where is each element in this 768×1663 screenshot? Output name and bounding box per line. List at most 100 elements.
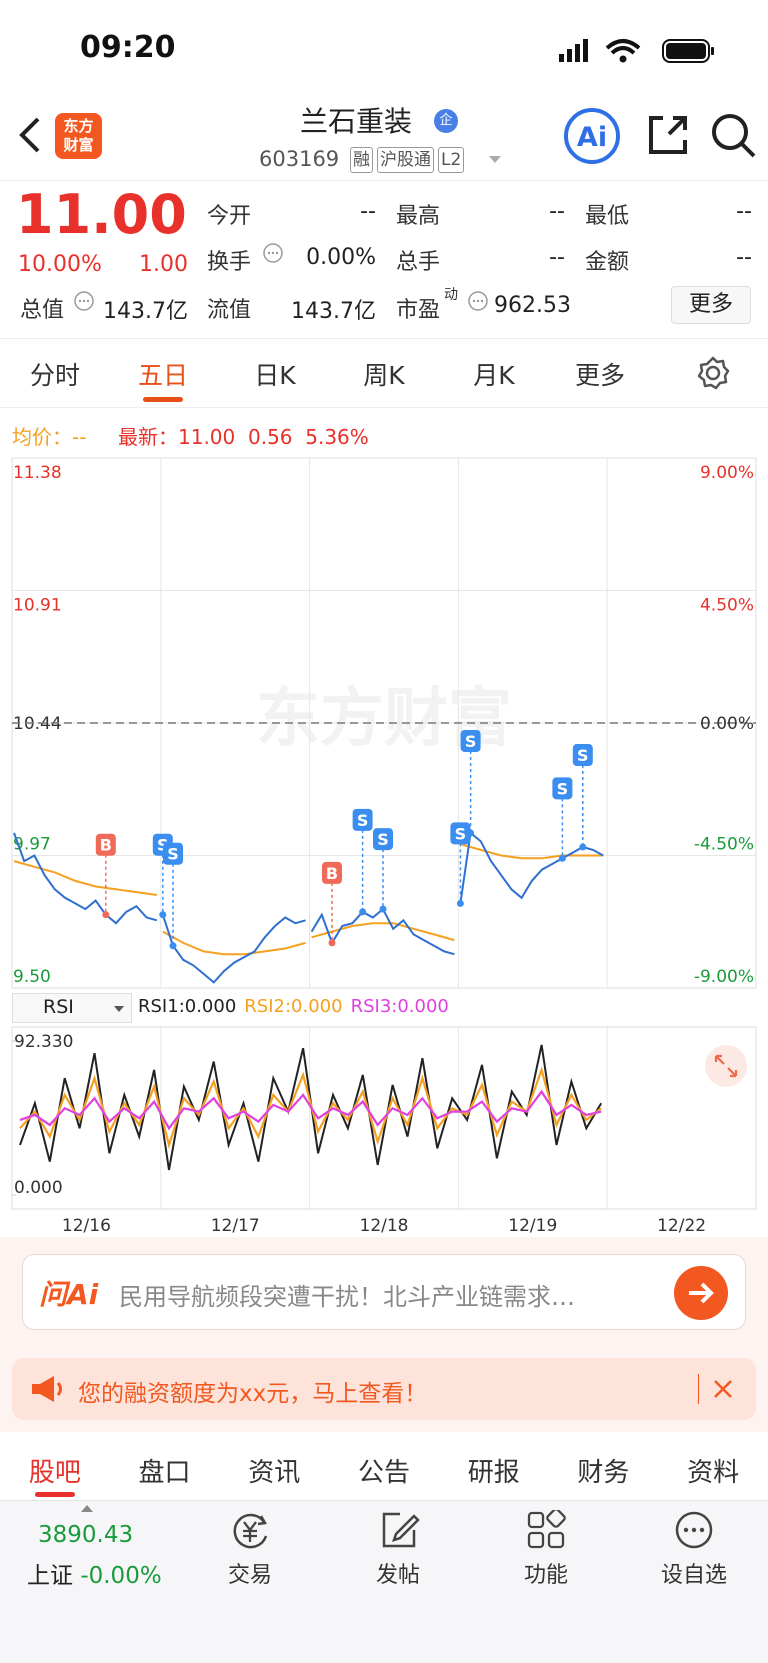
field-label: 金额 [585,250,630,275]
nav-item[interactable]: 发帖 [375,1563,420,1588]
logo-text: 东方 [63,117,94,135]
avg-line [13,860,157,896]
field-label: 今开 [207,204,252,229]
y-tick-label: 9.50 [13,967,51,987]
back-button[interactable] [14,115,48,155]
app-logo[interactable]: 东方 财富 [55,113,102,159]
trade-label: S [167,845,179,864]
banner-text: 您的融资额度为xx元，马上查看！ [78,1381,428,1407]
dropdown-icon [114,1006,124,1012]
legend-entry: RSI1:0.000 [138,996,237,1017]
field-label: 最高 [396,204,441,229]
rsi-line [19,1066,602,1149]
indicator-selector[interactable]: RSI [12,993,132,1023]
up-indicator [81,1505,93,1512]
field-value: 143.7亿 [103,299,188,324]
badge: 企 [434,109,458,133]
watchlist-icon [675,1511,713,1549]
rsi-frame [11,1026,757,1210]
search-button[interactable] [710,112,758,160]
trade-label: S [557,779,569,798]
content-tab[interactable]: 资料 [687,1458,740,1488]
trade-label: S [455,824,467,843]
stock-title: 兰石重装 [300,105,413,138]
period-tab[interactable]: 月K [473,361,515,390]
function-icon [527,1510,566,1549]
legend-value: 0.56 [247,425,293,449]
legend-value: 5.36% [305,425,369,449]
x-tick-label: 12/19 [508,1216,557,1236]
price-line [161,914,306,984]
dropdown-icon[interactable] [488,155,502,165]
x-tick-label: 12/17 [211,1216,260,1236]
ai-brand: 问Ai [39,1278,99,1311]
stock-code: 603169 [259,147,340,171]
period-tab[interactable]: 周K [363,361,405,390]
trade-point [467,829,475,837]
field-label: 流值 [207,298,252,323]
y2-tick-label: -4.50% [694,835,754,855]
share-button[interactable] [645,112,691,158]
legend-label: 最新： [118,425,178,449]
content-tab[interactable]: 股吧 [28,1458,81,1488]
trade-label: S [465,732,477,751]
ai-text: Ai [577,122,607,153]
ai-search-box[interactable]: 问Ai 民用导航频段突遭干扰！北斗产业链需求… [22,1254,746,1330]
selector-text: RSI [43,996,74,1018]
content-tab[interactable]: 资讯 [248,1458,301,1488]
settings-button[interactable] [695,355,731,391]
divider [0,180,768,181]
trade-badge [373,828,393,851]
ai-button[interactable]: Ai [562,106,622,166]
index-quote[interactable]: 上证 -0.00% [27,1556,162,1590]
index-value: 3890.43 [38,1522,134,1548]
period-tab[interactable]: 更多 [574,361,625,390]
content-tab[interactable]: 盘口 [138,1458,191,1488]
nav-item[interactable]: 设自选 [660,1563,727,1588]
trade-badge [352,808,373,831]
avg-line [162,930,306,956]
expand-button[interactable] [704,1044,748,1088]
tag: 沪股通 [377,147,434,173]
y2-tick-label: 4.50% [700,596,754,616]
field-sup: 动 [444,287,458,303]
trade-point [579,843,587,851]
rsi-legend: RSI1:0.000 RSI2:0.000 RSI3:0.000 [138,996,449,1017]
margin-banner[interactable]: 您的融资额度为xx元，马上查看！ [12,1358,756,1420]
ai-submit[interactable] [673,1265,729,1321]
field-label: 最低 [585,204,630,229]
period-tab[interactable]: 分时 [29,361,80,390]
trade-point [102,911,110,919]
trade-point [169,942,177,950]
divider [698,1374,699,1404]
trade-point [159,911,167,919]
x-tick-label: 12/22 [657,1216,706,1236]
y-tick-label: 10.91 [13,596,62,616]
content-tab[interactable]: 研报 [467,1458,520,1488]
content-tab[interactable]: 公告 [357,1458,410,1488]
megaphone-icon [32,1376,62,1402]
index-name: 上证 [27,1563,73,1589]
nav-item[interactable]: 功能 [523,1563,568,1588]
period-tab[interactable]: 日K [254,361,296,390]
trade-label: S [577,746,589,765]
logo-text: 财富 [63,136,94,154]
y-tick-label: 10.44 [13,714,62,734]
trade-label: S [357,811,369,830]
y2-tick-label: 0.00% [700,714,754,734]
y-tick-label: 9.97 [13,835,51,855]
legend-value: -- [72,425,87,449]
more-button[interactable]: 更多 [671,286,751,324]
period-tab[interactable]: 五日 [137,361,188,390]
trade-label: B [100,836,112,855]
y2-tick-label: -9.00% [694,967,754,987]
close-button[interactable] [712,1378,734,1400]
trade-point [558,854,566,862]
change-value: 1.00 [139,252,188,277]
price-line [13,832,158,925]
content-tab[interactable]: 财务 [577,1458,630,1488]
trade-label: S [377,830,389,849]
trade-point [379,905,387,913]
nav-item[interactable]: 交易 [227,1563,272,1588]
avg-legend: 均价：-- [12,421,86,450]
